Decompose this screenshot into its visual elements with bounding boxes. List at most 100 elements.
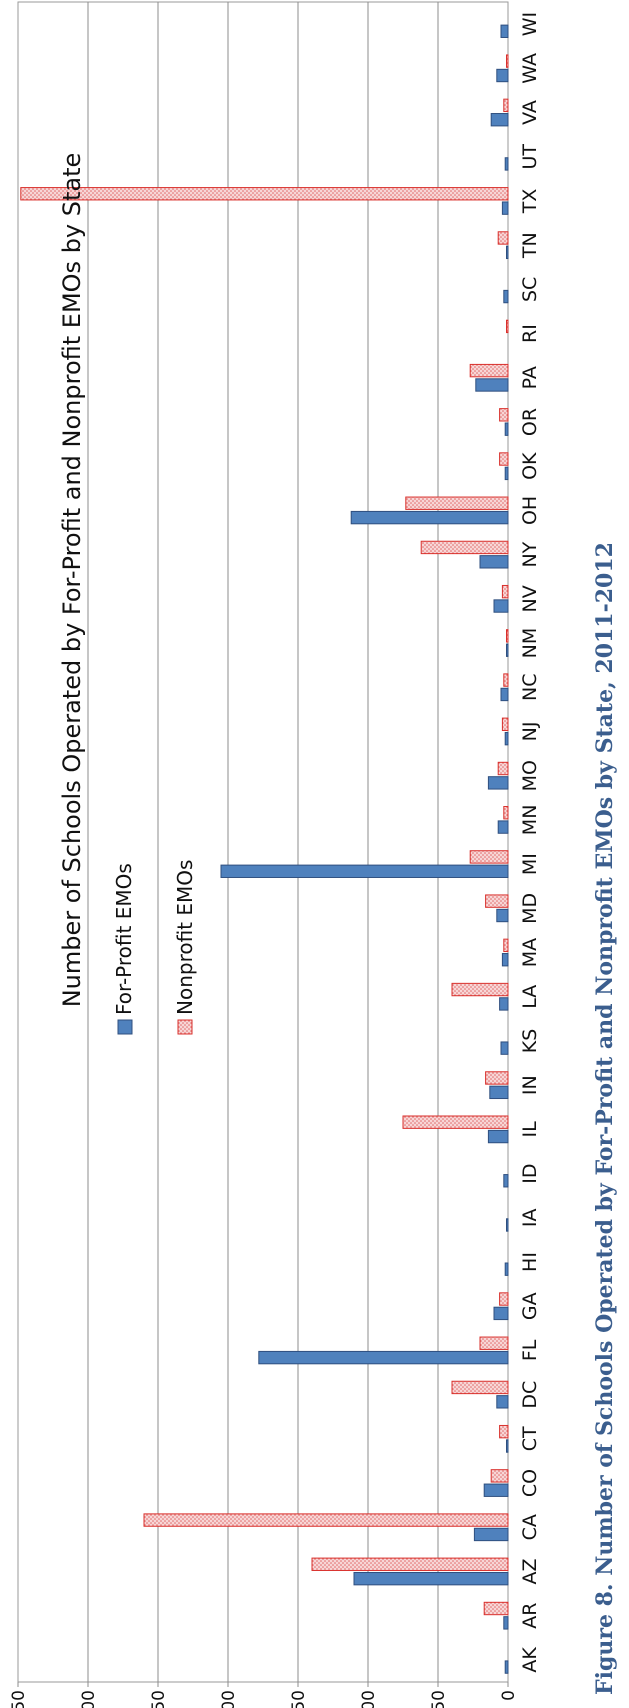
- y-tick-label: 50: [429, 1690, 449, 1708]
- state-label-wa: WA: [519, 53, 541, 84]
- bar-forprofit-oh: [350, 510, 509, 525]
- state-label-sc: SC: [519, 277, 541, 302]
- bar-forprofit-az: [353, 1571, 509, 1586]
- bar-nonprofit-in: [485, 1071, 509, 1085]
- state-label-hi: HI: [519, 1252, 541, 1272]
- state-label-la: LA: [519, 985, 541, 1009]
- bar-forprofit-ga: [493, 1306, 509, 1321]
- state-label-wi: WI: [519, 12, 541, 36]
- state-label-nc: NC: [519, 674, 541, 701]
- legend-swatch-forprofit: [117, 1019, 133, 1035]
- bar-forprofit-in: [489, 1085, 509, 1100]
- bar-forprofit-wa: [496, 68, 509, 83]
- state-label-nm: NM: [519, 628, 541, 659]
- state-label-ok: OK: [519, 452, 541, 480]
- bar-forprofit-ct: [506, 1439, 509, 1453]
- legend: For-Profit EMOs Nonprofit EMOs: [112, 860, 197, 1035]
- bar-forprofit-nm: [506, 643, 509, 657]
- bar-nonprofit-mi: [469, 850, 509, 864]
- bar-nonprofit-co: [490, 1469, 509, 1483]
- bar-nonprofit-la: [451, 982, 509, 997]
- state-label-ia: IA: [519, 1208, 541, 1227]
- state-label-co: CO: [519, 1469, 541, 1497]
- state-label-md: MD: [519, 893, 541, 924]
- state-label-az: AZ: [519, 1558, 541, 1584]
- bar-forprofit-ma: [501, 953, 509, 967]
- bar-nonprofit-tn: [497, 231, 509, 245]
- state-label-pa: PA: [519, 366, 541, 389]
- state-label-or: OR: [519, 408, 541, 436]
- bar-nonprofit-ny: [420, 540, 509, 555]
- state-label-ma: MA: [519, 938, 541, 967]
- bar-forprofit-dc: [496, 1395, 509, 1409]
- bar-nonprofit-nm: [506, 629, 509, 643]
- state-labels: AK AR AZ CA CO CT DC FL GA HI IA ID IL IN KS LA MA MD MI MN…: [519, 12, 541, 1673]
- state-label-ak: AK: [519, 1647, 541, 1673]
- y-axis-ticks: 0 50 100 150 200 250 300 350: [9, 1682, 519, 1708]
- bar-forprofit-ok: [504, 466, 509, 481]
- state-label-mn: MN: [519, 805, 541, 836]
- bar-forprofit-fl: [258, 1350, 509, 1365]
- bar-nonprofit-md: [485, 894, 509, 908]
- y-tick-label: 100: [359, 1690, 379, 1708]
- state-label-va: VA: [519, 100, 541, 125]
- bar-forprofit-ak: [504, 1660, 509, 1674]
- state-label-tx: TX: [519, 189, 541, 215]
- state-label-oh: OH: [519, 496, 541, 525]
- state-label-ks: KS: [519, 1029, 541, 1054]
- bars: [20, 24, 509, 1674]
- state-label-nv: NV: [519, 585, 541, 612]
- bar-forprofit-ar: [503, 1616, 509, 1630]
- bar-nonprofit-ri: [506, 319, 509, 334]
- chart-title: Number of Schools Operated by For-Profit…: [58, 153, 86, 1008]
- bar-forprofit-nj: [504, 731, 509, 746]
- y-tick-label: 300: [79, 1690, 99, 1708]
- state-label-id: ID: [519, 1163, 541, 1183]
- y-tick-label: 250: [149, 1690, 169, 1708]
- legend-label-nonprofit: Nonprofit EMOs: [173, 860, 197, 1015]
- state-label-fl: FL: [519, 1339, 541, 1361]
- y-tick-label: 150: [289, 1690, 309, 1708]
- bar-forprofit-wi: [500, 24, 509, 38]
- bar-forprofit-id: [503, 1174, 509, 1188]
- y-tick-label: 200: [219, 1690, 239, 1708]
- bar-forprofit-hi: [504, 1262, 509, 1276]
- bar-nonprofit-mn: [503, 806, 509, 820]
- state-label-ct: CT: [519, 1426, 541, 1451]
- state-label-ri: RI: [519, 324, 541, 343]
- bar-nonprofit-ca: [143, 1513, 509, 1527]
- bar-nonprofit-or: [499, 408, 509, 422]
- bar-nonprofit-il: [402, 1115, 509, 1129]
- y-tick-label: 0: [499, 1690, 519, 1701]
- gridlines: [87, 2, 439, 1682]
- state-label-ny: NY: [519, 541, 541, 567]
- state-label-ar: AR: [519, 1603, 541, 1629]
- state-label-ca: CA: [519, 1514, 541, 1540]
- bar-nonprofit-fl: [479, 1336, 509, 1350]
- bar-forprofit-tn: [506, 245, 509, 260]
- bar-nonprofit-ar: [483, 1601, 509, 1616]
- bar-forprofit-tx: [501, 201, 509, 215]
- bar-nonprofit-pa: [469, 363, 509, 378]
- bar-nonprofit-nj: [501, 717, 509, 731]
- bar-forprofit-co: [483, 1483, 509, 1497]
- bar-forprofit-va: [490, 113, 509, 127]
- state-label-nj: NJ: [519, 722, 541, 742]
- bar-forprofit-ks: [500, 1041, 509, 1055]
- bar-nonprofit-tx: [20, 187, 509, 201]
- bar-forprofit-mo: [487, 776, 509, 790]
- legend-label-forprofit: For-Profit EMOs: [112, 863, 136, 1015]
- bar-forprofit-ca: [473, 1527, 509, 1542]
- bar-forprofit-ut: [504, 157, 509, 171]
- bar-forprofit-nv: [493, 599, 509, 613]
- bar-nonprofit-dc: [451, 1380, 509, 1395]
- y-tick-label: 350: [9, 1690, 29, 1708]
- state-label-ut: UT: [519, 144, 541, 170]
- state-label-mi: MI: [519, 853, 541, 875]
- bar-forprofit-mn: [497, 820, 509, 834]
- bar-forprofit-or: [504, 422, 509, 436]
- state-label-tn: TN: [519, 232, 541, 259]
- bar-forprofit-nc: [500, 687, 509, 702]
- figure-caption: Figure 8. Number of Schools Operated by …: [592, 542, 618, 1695]
